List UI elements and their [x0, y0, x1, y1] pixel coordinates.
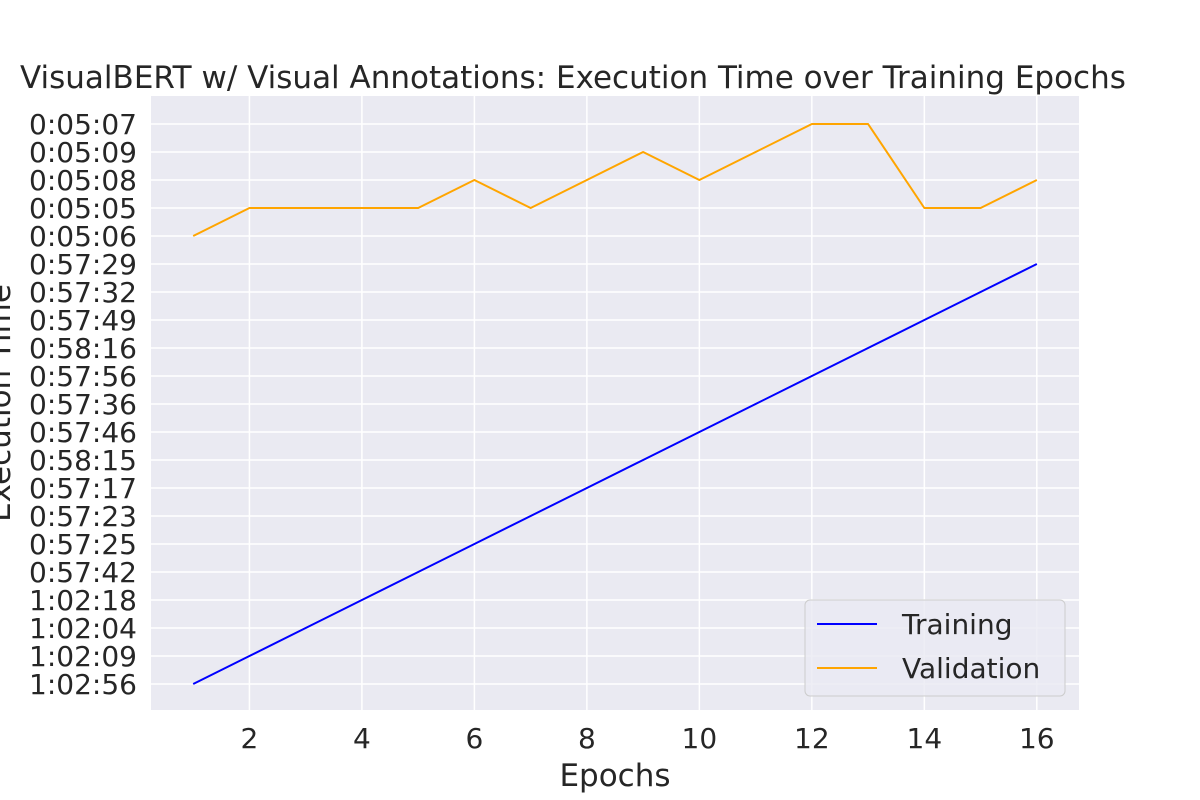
- legend-label-validation: Validation: [902, 652, 1040, 685]
- x-tick-label: 14: [907, 722, 943, 755]
- y-axis-title: Execution Time: [0, 284, 18, 522]
- y-tick-label: 0:57:42: [29, 556, 137, 589]
- y-tick-label: 1:02:09: [29, 640, 137, 673]
- y-tick-label: 1:02:18: [29, 584, 137, 617]
- y-tick-label: 0:57:29: [29, 248, 137, 281]
- x-axis-title: Epochs: [559, 758, 670, 794]
- y-tick-label: 0:05:06: [29, 220, 137, 253]
- x-tick-label: 4: [353, 722, 371, 755]
- y-tick-label: 0:05:05: [29, 192, 137, 225]
- y-tick-label: 0:57:32: [29, 276, 137, 309]
- x-tick-label: 10: [682, 722, 718, 755]
- y-tick-label: 0:57:17: [29, 472, 137, 505]
- y-tick-label: 0:05:07: [29, 108, 137, 141]
- y-tick-label: 0:58:15: [29, 444, 137, 477]
- y-tick-label: 0:57:56: [29, 360, 137, 393]
- series-line-training: [192, 263, 1038, 685]
- x-tick-label: 2: [241, 722, 259, 755]
- y-tick-label: 0:05:09: [29, 136, 137, 169]
- y-tick-label: 1:02:04: [29, 612, 137, 645]
- legend-label-training: Training: [901, 608, 1012, 641]
- x-tick-label: 8: [578, 722, 596, 755]
- y-tick-label: 0:58:16: [29, 332, 137, 365]
- y-tick-label: 1:02:56: [29, 668, 137, 701]
- y-tick-label: 0:57:36: [29, 388, 137, 421]
- chart-title: VisualBERT w/ Visual Annotations: Execut…: [20, 60, 1126, 96]
- x-tick-label: 6: [465, 722, 483, 755]
- y-tick-label: 0:57:23: [29, 500, 137, 533]
- x-tick-label: 12: [794, 722, 830, 755]
- legend: Training Validation: [804, 599, 1066, 697]
- x-axis-ticks: 2 4 6 8 10 12 14 16: [241, 722, 1055, 755]
- series-layer: [192, 123, 1038, 685]
- y-tick-label: 0:57:46: [29, 416, 137, 449]
- x-tick-label: 16: [1019, 722, 1055, 755]
- y-tick-label: 0:57:49: [29, 304, 137, 337]
- series-line-validation: [192, 123, 1038, 237]
- y-axis-ticks: 1:02:561:02:091:02:041:02:180:57:420:57:…: [29, 108, 137, 701]
- y-tick-label: 0:05:08: [29, 164, 137, 197]
- y-tick-label: 0:57:25: [29, 528, 137, 561]
